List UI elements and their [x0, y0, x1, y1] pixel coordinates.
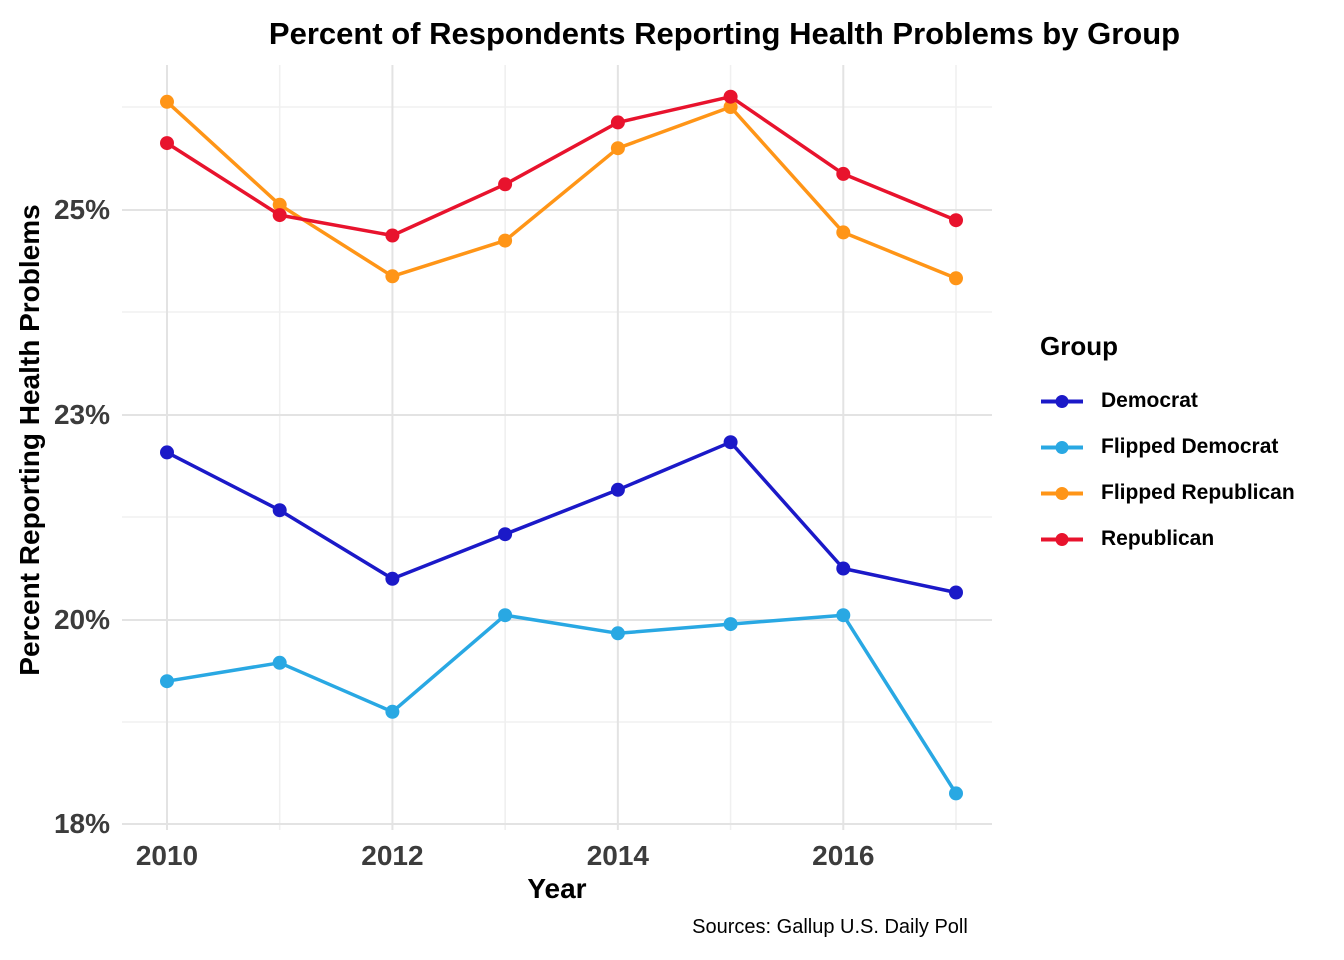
data-point-flipped-democrat-2015: [723, 617, 738, 632]
y-tick-label-20-: 20%: [53, 604, 110, 635]
y-tick-label-23-: 23%: [53, 399, 110, 430]
legend-entry-flipped-democrat: Flipped Democrat: [1040, 424, 1295, 470]
data-point-republican-2014: [610, 115, 625, 130]
series-line-republican: [165, 94, 958, 238]
series-line-democrat: [165, 440, 958, 595]
legend-key-dot: [1055, 532, 1069, 546]
data-point-republican-2016: [836, 166, 851, 181]
data-point-flipped-democrat-2011: [272, 655, 287, 670]
legend-entry-label: Republican: [1101, 527, 1215, 550]
legend-entry-republican: Republican: [1040, 516, 1295, 562]
data-point-republican-2013: [498, 177, 513, 192]
data-point-flipped-republican-2013: [498, 233, 513, 248]
legend-key-icon-flipped-democrat: [1041, 440, 1083, 454]
legend-entry-label: Flipped Republican: [1101, 481, 1295, 504]
data-point-republican-2012: [385, 228, 400, 243]
data-point-flipped-democrat-2013: [498, 608, 513, 623]
data-point-flipped-democrat-2010: [160, 674, 174, 689]
source-note: Sources: Gallup U.S. Daily Poll: [692, 916, 968, 938]
data-point-republican-2010: [160, 136, 174, 151]
data-point-democrat-2016: [836, 561, 851, 576]
chart-title: Percent of Respondents Reporting Health …: [268, 16, 1181, 51]
plot-area: [122, 65, 992, 830]
legend-key-icon-democrat: [1041, 394, 1083, 408]
x-axis-title: Year: [527, 873, 587, 904]
data-point-flipped-republican-2015: [723, 100, 738, 114]
legend-title: Group: [1040, 331, 1118, 361]
x-tick-label-2012: 2012: [361, 840, 424, 871]
legend-key-icon-flipped-republican: [1041, 486, 1083, 500]
x-tick-label-2010: 2010: [135, 840, 199, 871]
legend-key-dot: [1055, 486, 1069, 500]
y-tick-label-18-: 18%: [53, 808, 110, 839]
data-point-democrat-2017: [949, 585, 963, 600]
data-point-democrat-2013: [498, 527, 513, 542]
data-point-flipped-republican-2014: [610, 141, 625, 156]
data-point-democrat-2011: [272, 503, 287, 518]
data-point-flipped-democrat-2012: [385, 704, 400, 719]
data-point-flipped-republican-2017: [949, 271, 963, 286]
data-point-republican-2011: [272, 208, 287, 223]
series-line-flipped-democrat: [165, 613, 958, 796]
data-point-democrat-2015: [723, 435, 738, 450]
legend: Group Democrat Flipped Democrat Flipped Re…: [1040, 331, 1295, 562]
data-point-democrat-2010: [160, 445, 174, 460]
data-point-democrat-2014: [610, 482, 625, 497]
legend-entries: Democrat Flipped Democrat Flipped Republic…: [1040, 378, 1295, 562]
data-point-republican-2015: [723, 89, 738, 104]
data-point-flipped-democrat-2017: [949, 786, 963, 801]
x-tick-label-2014: 2014: [586, 840, 649, 871]
data-point-flipped-republican-2012: [385, 269, 400, 284]
legend-entry-label: Democrat: [1101, 389, 1198, 412]
x-tick-label-2016: 2016: [812, 840, 875, 871]
legend-key-dot: [1055, 394, 1069, 408]
legend-entry-label: Flipped Democrat: [1101, 435, 1279, 458]
legend-key-dot: [1055, 440, 1069, 454]
data-point-flipped-republican-2011: [272, 197, 287, 212]
data-point-flipped-republican-2016: [836, 225, 851, 240]
plot-panel: [122, 65, 992, 830]
series-line-flipped-republican: [165, 100, 958, 281]
data-point-flipped-democrat-2014: [610, 626, 625, 641]
data-point-democrat-2012: [385, 571, 400, 586]
y-tick-label-25-: 25%: [53, 194, 110, 225]
data-point-flipped-democrat-2016: [836, 608, 851, 623]
data-point-flipped-republican-2010: [160, 94, 174, 109]
legend-key-icon-republican: [1041, 532, 1083, 546]
data-point-republican-2017: [949, 213, 963, 228]
legend-entry-democrat: Democrat: [1040, 378, 1295, 424]
legend-entry-flipped-republican: Flipped Republican: [1040, 470, 1295, 516]
